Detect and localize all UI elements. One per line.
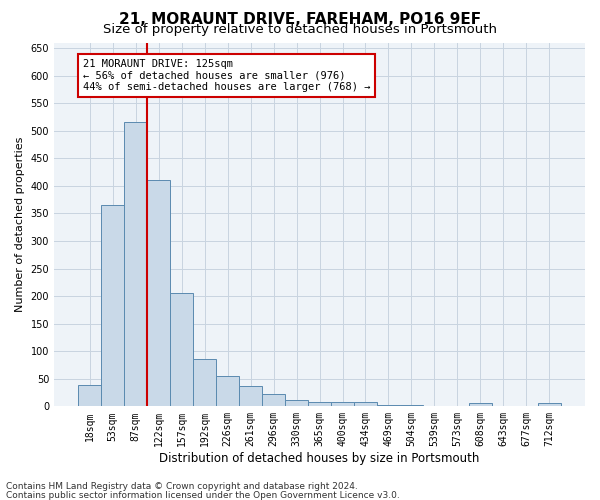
Bar	[354, 402, 377, 406]
X-axis label: Distribution of detached houses by size in Portsmouth: Distribution of detached houses by size …	[160, 452, 480, 465]
Bar	[538, 403, 561, 406]
Bar	[193, 360, 216, 406]
Bar	[124, 122, 147, 406]
Text: 21, MORAUNT DRIVE, FAREHAM, PO16 9EF: 21, MORAUNT DRIVE, FAREHAM, PO16 9EF	[119, 12, 481, 28]
Text: 21 MORAUNT DRIVE: 125sqm
← 56% of detached houses are smaller (976)
44% of semi-: 21 MORAUNT DRIVE: 125sqm ← 56% of detach…	[83, 59, 370, 92]
Text: Contains public sector information licensed under the Open Government Licence v3: Contains public sector information licen…	[6, 490, 400, 500]
Text: Size of property relative to detached houses in Portsmouth: Size of property relative to detached ho…	[103, 22, 497, 36]
Bar	[377, 405, 400, 406]
Bar	[469, 403, 492, 406]
Bar	[400, 405, 423, 406]
Bar	[308, 402, 331, 406]
Bar	[285, 400, 308, 406]
Text: Contains HM Land Registry data © Crown copyright and database right 2024.: Contains HM Land Registry data © Crown c…	[6, 482, 358, 491]
Y-axis label: Number of detached properties: Number of detached properties	[15, 136, 25, 312]
Bar	[239, 386, 262, 406]
Bar	[331, 402, 354, 406]
Bar	[147, 180, 170, 406]
Bar	[262, 394, 285, 406]
Bar	[170, 294, 193, 406]
Bar	[101, 205, 124, 406]
Bar	[216, 376, 239, 406]
Bar	[78, 386, 101, 406]
